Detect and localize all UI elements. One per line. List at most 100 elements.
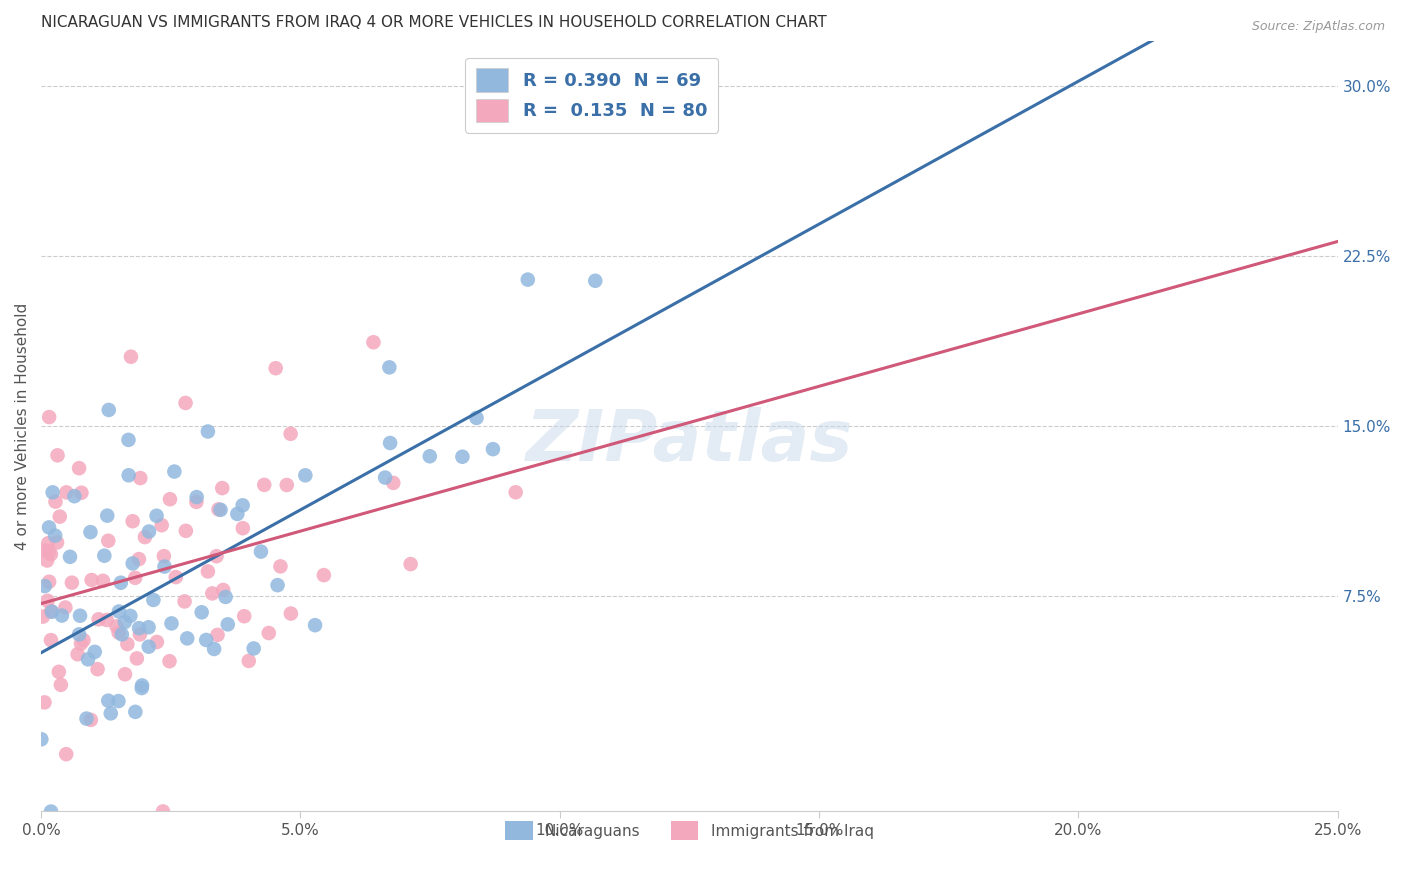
Point bbox=[186, 495, 208, 509]
Point bbox=[202, 642, 225, 657]
Point bbox=[87, 612, 110, 626]
Point bbox=[66, 647, 89, 661]
Point bbox=[145, 508, 167, 523]
Point bbox=[63, 489, 86, 503]
Point bbox=[214, 590, 236, 604]
Point bbox=[84, 812, 107, 826]
Point bbox=[41, 605, 63, 619]
Point bbox=[117, 637, 139, 651]
Point bbox=[46, 448, 69, 462]
Point bbox=[312, 568, 335, 582]
Point bbox=[165, 570, 187, 584]
Point bbox=[226, 507, 249, 521]
Point bbox=[419, 450, 441, 464]
Point bbox=[138, 524, 160, 539]
Point bbox=[38, 410, 60, 425]
Point bbox=[51, 608, 73, 623]
Point bbox=[34, 695, 56, 709]
Point bbox=[80, 573, 103, 587]
Point bbox=[44, 494, 66, 508]
Point bbox=[250, 544, 273, 558]
Point bbox=[399, 557, 422, 571]
Point bbox=[110, 575, 132, 590]
Point bbox=[153, 549, 176, 563]
Point bbox=[67, 461, 90, 475]
Point bbox=[121, 514, 143, 528]
Point bbox=[159, 654, 181, 668]
Point bbox=[304, 618, 326, 632]
Point bbox=[163, 465, 186, 479]
Point bbox=[111, 627, 134, 641]
Point bbox=[131, 681, 153, 695]
Point bbox=[374, 470, 396, 484]
Point bbox=[276, 478, 298, 492]
Legend: Nicaraguans, Immigrants from Iraq: Nicaraguans, Immigrants from Iraq bbox=[499, 815, 880, 846]
Point bbox=[128, 552, 150, 566]
Point bbox=[55, 485, 77, 500]
Point bbox=[134, 530, 156, 544]
Point bbox=[65, 846, 87, 860]
Point bbox=[107, 694, 129, 708]
Point bbox=[41, 485, 63, 500]
Point bbox=[59, 549, 82, 564]
Point bbox=[142, 593, 165, 607]
Point bbox=[124, 705, 146, 719]
Point bbox=[378, 436, 401, 450]
Point bbox=[76, 712, 98, 726]
Point bbox=[30, 732, 52, 747]
Point bbox=[160, 616, 183, 631]
Point bbox=[131, 678, 153, 692]
Point bbox=[120, 350, 142, 364]
Point bbox=[269, 559, 291, 574]
Point bbox=[93, 549, 115, 563]
Point bbox=[70, 636, 93, 650]
Point bbox=[186, 490, 208, 504]
Point bbox=[91, 574, 114, 588]
Point bbox=[125, 651, 148, 665]
Point bbox=[505, 485, 527, 500]
Text: Source: ZipAtlas.com: Source: ZipAtlas.com bbox=[1251, 20, 1385, 33]
Point bbox=[67, 627, 90, 641]
Point bbox=[363, 335, 385, 350]
Point bbox=[129, 471, 152, 485]
Point bbox=[70, 485, 93, 500]
Point bbox=[174, 524, 197, 538]
Point bbox=[96, 613, 118, 627]
Point bbox=[121, 557, 143, 571]
Point bbox=[38, 544, 60, 558]
Point bbox=[80, 713, 103, 727]
Point bbox=[39, 633, 62, 648]
Point bbox=[49, 509, 72, 524]
Point bbox=[114, 615, 136, 629]
Point bbox=[79, 525, 101, 540]
Point bbox=[242, 641, 264, 656]
Point bbox=[264, 361, 287, 376]
Point bbox=[32, 609, 55, 624]
Point bbox=[55, 747, 77, 761]
Point bbox=[53, 600, 76, 615]
Point bbox=[211, 481, 233, 495]
Point bbox=[253, 478, 276, 492]
Point bbox=[38, 574, 60, 589]
Point bbox=[97, 403, 120, 417]
Point bbox=[39, 547, 62, 561]
Point bbox=[207, 628, 229, 642]
Point bbox=[37, 553, 59, 567]
Point bbox=[232, 499, 254, 513]
Point bbox=[72, 633, 94, 648]
Point bbox=[138, 640, 160, 654]
Point bbox=[107, 625, 129, 640]
Point bbox=[46, 535, 69, 549]
Point bbox=[212, 582, 235, 597]
Point bbox=[96, 508, 118, 523]
Point bbox=[39, 604, 62, 618]
Point bbox=[280, 607, 302, 621]
Point bbox=[257, 626, 280, 640]
Point bbox=[280, 426, 302, 441]
Point bbox=[382, 475, 405, 490]
Point bbox=[159, 492, 181, 507]
Point bbox=[69, 608, 91, 623]
Point bbox=[482, 442, 505, 457]
Point bbox=[105, 619, 128, 633]
Point bbox=[108, 605, 131, 619]
